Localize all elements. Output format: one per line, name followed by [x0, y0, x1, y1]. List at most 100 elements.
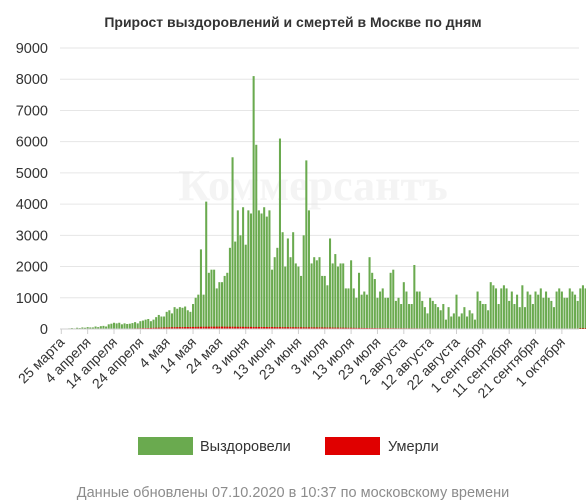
death-bar [170, 327, 173, 329]
death-bar [310, 327, 313, 329]
recovered-bar [405, 291, 408, 329]
death-bar [249, 326, 253, 329]
legend-label: Умерли [388, 439, 439, 455]
death-bar [265, 327, 268, 329]
recovered-bar [344, 288, 347, 329]
death-bar [357, 327, 361, 329]
death-bar [176, 327, 179, 329]
legend-deaths[interactable]: Умерли [325, 437, 439, 455]
recovered-bars [65, 76, 586, 329]
recovered-bar [91, 327, 94, 329]
recovered-bar [94, 326, 97, 329]
death-bar [192, 326, 195, 329]
recovered-bar [107, 324, 110, 329]
death-bar [350, 327, 353, 329]
recovered-bar [123, 323, 126, 329]
death-bar [202, 326, 205, 329]
death-bar [152, 327, 155, 329]
recovered-bar [571, 291, 574, 329]
death-bar [321, 327, 324, 329]
recovered-bar [526, 291, 529, 329]
recovered-bar [160, 316, 163, 329]
death-bar [334, 327, 337, 329]
recovered-bar [218, 282, 221, 329]
death-bar [242, 326, 245, 329]
recovered-bar [331, 263, 334, 329]
death-bar [157, 327, 160, 329]
death-bar [247, 326, 250, 329]
recovered-bar [223, 275, 226, 329]
recovered-bar [157, 314, 160, 329]
death-bar [344, 327, 347, 329]
recovered-bar [326, 285, 329, 329]
recovered-bar [518, 307, 521, 329]
recovered-bar [131, 323, 134, 329]
recovered-bar [273, 257, 276, 329]
recovered-bar [434, 304, 437, 329]
recovered-bar [289, 257, 292, 329]
death-bar [160, 327, 163, 329]
recovered-bar [379, 291, 382, 329]
death-bar [173, 327, 176, 329]
recovered-bar [581, 285, 584, 329]
recovered-bar [481, 304, 484, 329]
recovered-bar [410, 304, 413, 329]
recovered-bar [276, 247, 279, 329]
death-bar [581, 328, 584, 329]
recovered-bar [529, 294, 532, 329]
recovered-bar [170, 313, 173, 329]
recovered-bar [487, 310, 490, 329]
recovered-bar [466, 316, 469, 329]
recovered-bar [239, 235, 242, 329]
recovered-bar [574, 294, 577, 329]
recovered-bar [426, 313, 429, 329]
death-bar [189, 326, 192, 329]
recovered-bar [397, 297, 400, 329]
death-bar [360, 327, 363, 329]
recovered-bar [579, 288, 582, 329]
recovered-bar [513, 304, 516, 329]
recovered-bar [213, 269, 216, 329]
death-bar [300, 327, 303, 329]
recovered-bar [376, 297, 379, 329]
recovered-bar [492, 285, 495, 329]
recovered-bar [141, 320, 145, 329]
recovered-bar [431, 300, 434, 329]
recovered-bar [99, 326, 102, 329]
recovered-bar [476, 291, 479, 329]
y-tick-label: 0 [40, 322, 48, 338]
watermark-text: Коммерсантъ [178, 161, 448, 210]
recovered-bar [234, 241, 237, 329]
recovered-bar [265, 216, 268, 329]
y-tick-label: 4000 [16, 197, 48, 213]
recovered-bar [539, 288, 542, 329]
death-bar [223, 326, 226, 329]
recovered-bar [547, 297, 550, 329]
legend: Выздоровели Умерли [138, 437, 439, 455]
death-bar [149, 327, 152, 329]
legend-recovered[interactable]: Выздоровели [138, 437, 291, 455]
recovered-bar [423, 307, 426, 329]
recovered-bar [110, 323, 113, 329]
recovered-bar [194, 297, 197, 329]
death-bar [329, 327, 332, 329]
death-bar [239, 326, 242, 329]
death-bar [263, 327, 266, 329]
death-bar [221, 326, 224, 329]
y-tick-label: 5000 [16, 166, 48, 182]
recovered-bar [531, 304, 534, 329]
recovered-bar [392, 269, 395, 329]
death-bar [302, 327, 305, 329]
recovered-bar [339, 263, 342, 329]
death-bar [226, 326, 229, 329]
death-bar [323, 327, 326, 329]
recovered-bar [199, 249, 202, 329]
recovered-bar [452, 313, 455, 329]
death-bar [228, 326, 231, 329]
legend-label: Выздоровели [200, 439, 291, 455]
recovered-bar [357, 272, 361, 329]
recovered-bar [558, 288, 561, 329]
recovered-bar [278, 138, 281, 329]
recovered-bar [473, 319, 476, 329]
death-bar [215, 326, 218, 329]
